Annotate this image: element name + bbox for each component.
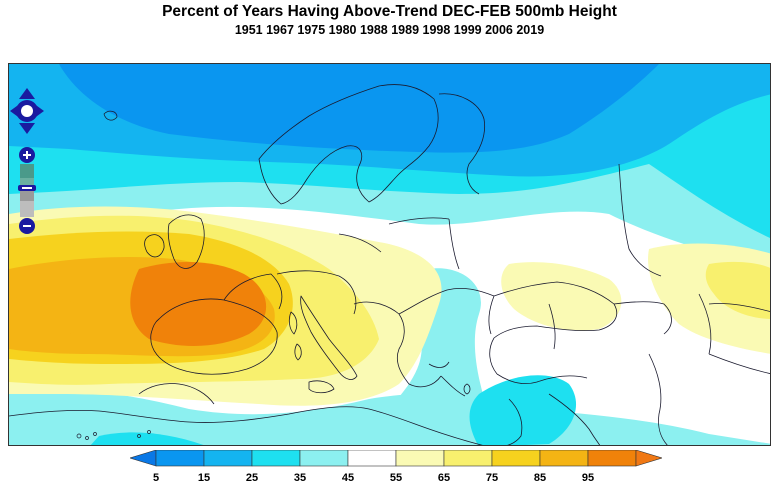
legend-tick-label: 85 [533, 472, 547, 484]
legend-tick-label: 95 [581, 472, 595, 484]
color-legend: 5 15 25 35 45 55 65 75 85 95 [130, 450, 662, 486]
legend-bin [539, 450, 589, 467]
legend-bar [130, 450, 662, 467]
legend-bin [251, 450, 301, 467]
legend-tick-label: 15 [197, 472, 211, 484]
years-subtitle: 1951 1967 1975 1980 1988 1989 1998 1999 … [234, 23, 545, 37]
legend-bin [443, 450, 493, 467]
legend-tick-label: 55 [389, 472, 403, 484]
legend-bin [347, 450, 397, 467]
pan-arrows-icon[interactable] [10, 88, 44, 134]
anomaly-map [9, 64, 770, 445]
legend-tick-label: 25 [245, 472, 259, 484]
legend-tick-label: 45 [341, 472, 355, 484]
zoom-control[interactable] [18, 146, 36, 236]
map-panel[interactable] [8, 63, 771, 446]
legend-tick-label: 35 [293, 472, 307, 484]
legend-tick-label: 75 [485, 472, 499, 484]
legend-tick-label: 65 [437, 472, 451, 484]
legend-bin [203, 450, 253, 467]
legend-bin [587, 450, 637, 467]
legend-bin [155, 450, 205, 467]
legend-tick-label: 5 [152, 472, 160, 484]
legend-bin [491, 450, 541, 467]
legend-bin [299, 450, 349, 467]
legend-bin [395, 450, 445, 467]
legend-right-arrow [635, 450, 662, 467]
chart-title: Percent of Years Having Above-Trend DEC-… [162, 3, 617, 20]
legend-left-arrow [130, 450, 157, 467]
